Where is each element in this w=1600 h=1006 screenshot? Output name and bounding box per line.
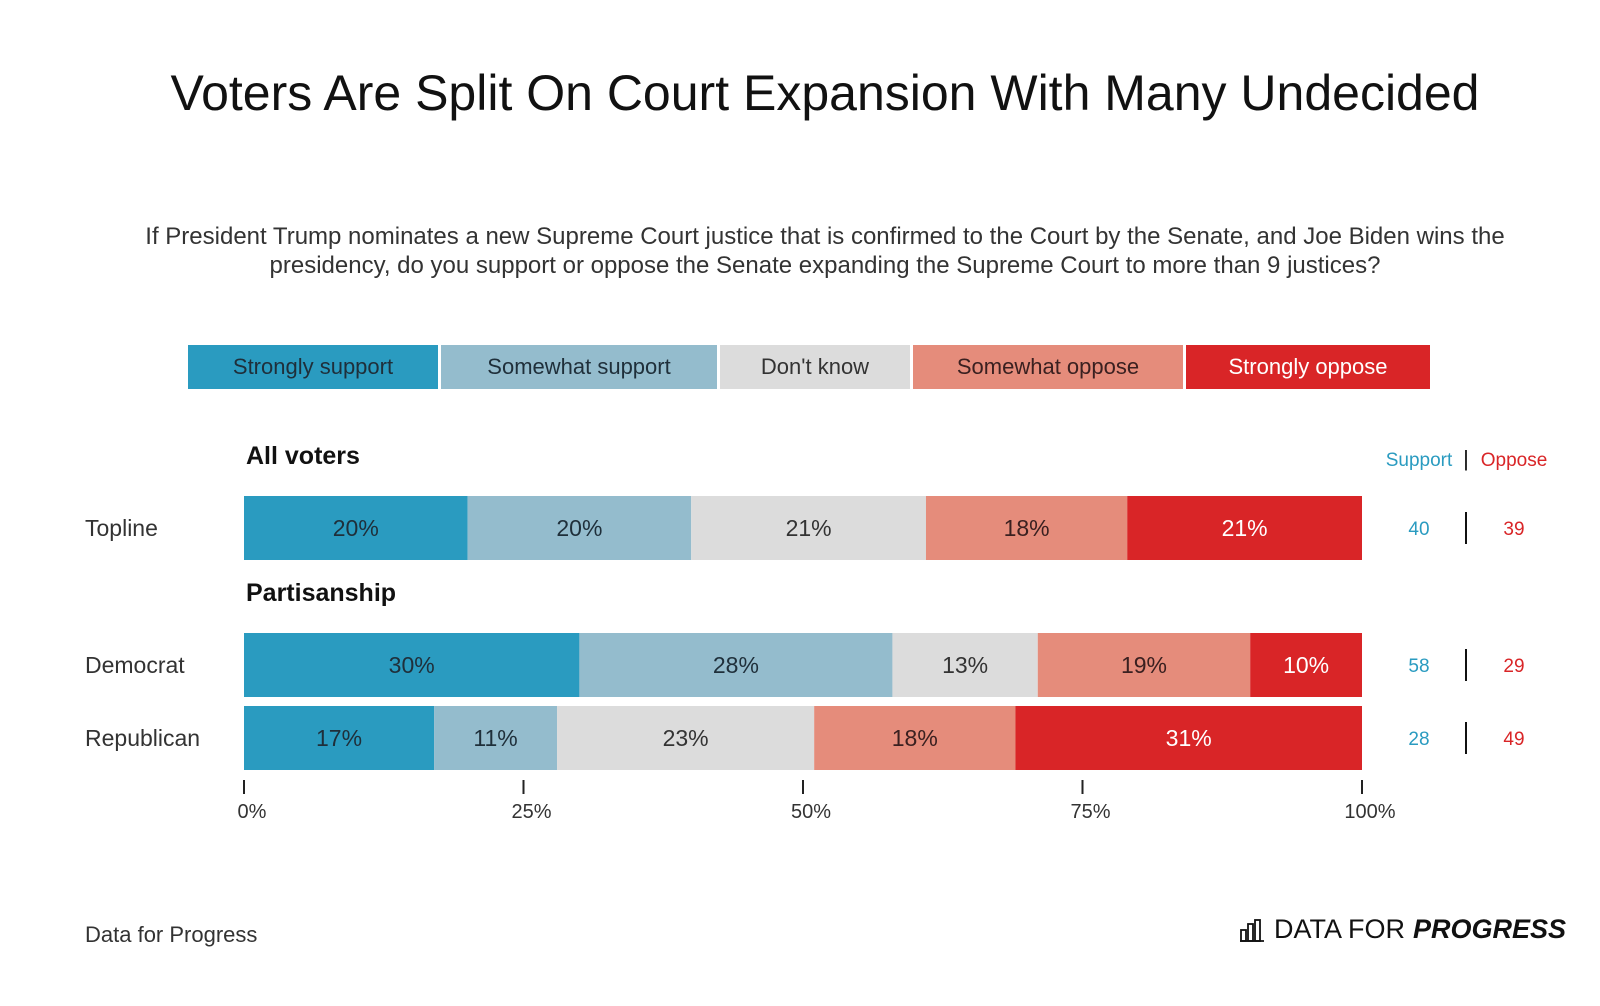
group-label: All voters xyxy=(246,442,360,470)
net-header-oppose: Oppose xyxy=(1481,450,1548,471)
x-tick-label: 0% xyxy=(238,801,267,823)
group-label: Partisanship xyxy=(246,579,396,607)
net-oppose-value: 49 xyxy=(1503,729,1524,750)
bar-segment xyxy=(1037,633,1251,697)
bar-segment xyxy=(1127,496,1362,560)
bar-segment xyxy=(1015,706,1362,770)
legend-item-somewhat-support: Somewhat support xyxy=(441,345,717,389)
bar-segment xyxy=(925,496,1128,560)
bar-segment xyxy=(244,633,580,697)
x-tick-label: 75% xyxy=(1070,801,1110,823)
legend-item-strongly-support: Strongly support xyxy=(188,345,438,389)
x-tick-label: 50% xyxy=(791,801,831,823)
bar-value-label: 19% xyxy=(1121,652,1167,678)
bar-segment xyxy=(244,706,435,770)
bar-value-label: 20% xyxy=(333,515,379,541)
row-label: Republican xyxy=(85,725,200,751)
net-support-value: 40 xyxy=(1408,519,1429,540)
row-label: Topline xyxy=(85,515,158,541)
net-oppose-value: 29 xyxy=(1503,656,1524,677)
bar-segment xyxy=(579,633,893,697)
x-tick-label: 100% xyxy=(1344,801,1395,823)
net-support-value: 28 xyxy=(1408,729,1429,750)
brand-logo: DATA FOR PROGRESS xyxy=(1240,914,1566,945)
bar-chart-icon xyxy=(1240,918,1264,942)
brand-text-bold: PROGRESS xyxy=(1413,914,1567,944)
bar-segment xyxy=(557,706,815,770)
bar-segment xyxy=(892,633,1038,697)
chart-subtitle: If President Trump nominates a new Supre… xyxy=(145,223,1505,279)
legend-item-don-t-know: Don't know xyxy=(720,345,910,389)
bar-value-label: 17% xyxy=(316,725,362,751)
bar-value-label: 20% xyxy=(556,515,602,541)
legend-item-somewhat-oppose: Somewhat oppose xyxy=(913,345,1183,389)
bar-segment xyxy=(814,706,1016,770)
net-support-value: 58 xyxy=(1408,656,1429,677)
bar-segment xyxy=(467,496,692,560)
x-tick-label: 25% xyxy=(511,801,551,823)
brand-text-regular: DATA FOR xyxy=(1274,914,1406,944)
chart-title: Voters Are Split On Court Expansion With… xyxy=(170,65,1480,121)
legend: Strongly support Somewhat support Don't kn… xyxy=(188,345,1433,389)
bar-segment xyxy=(244,496,468,560)
bar-value-label: 31% xyxy=(1166,725,1212,751)
bar-segment xyxy=(434,706,558,770)
footer-source: Data for Progress xyxy=(85,922,258,947)
net-header-divider: | xyxy=(1463,446,1469,471)
bar-value-label: 18% xyxy=(892,725,938,751)
bar-segment xyxy=(691,496,926,560)
bar-value-label: 30% xyxy=(389,652,435,678)
bar-value-label: 13% xyxy=(942,652,988,678)
legend-item-strongly-oppose: Strongly oppose xyxy=(1186,345,1430,389)
bar-value-label: 21% xyxy=(786,515,832,541)
bar-value-label: 21% xyxy=(1222,515,1268,541)
bar-value-label: 23% xyxy=(663,725,709,751)
row-label: Democrat xyxy=(85,652,185,678)
bar-segment xyxy=(1250,633,1362,697)
net-header-support: Support xyxy=(1386,450,1453,471)
bar-value-label: 11% xyxy=(473,725,517,751)
bar-value-label: 28% xyxy=(713,652,759,678)
bar-value-label: 18% xyxy=(1004,515,1050,541)
bar-value-label: 10% xyxy=(1283,652,1329,678)
net-oppose-value: 39 xyxy=(1503,519,1524,540)
